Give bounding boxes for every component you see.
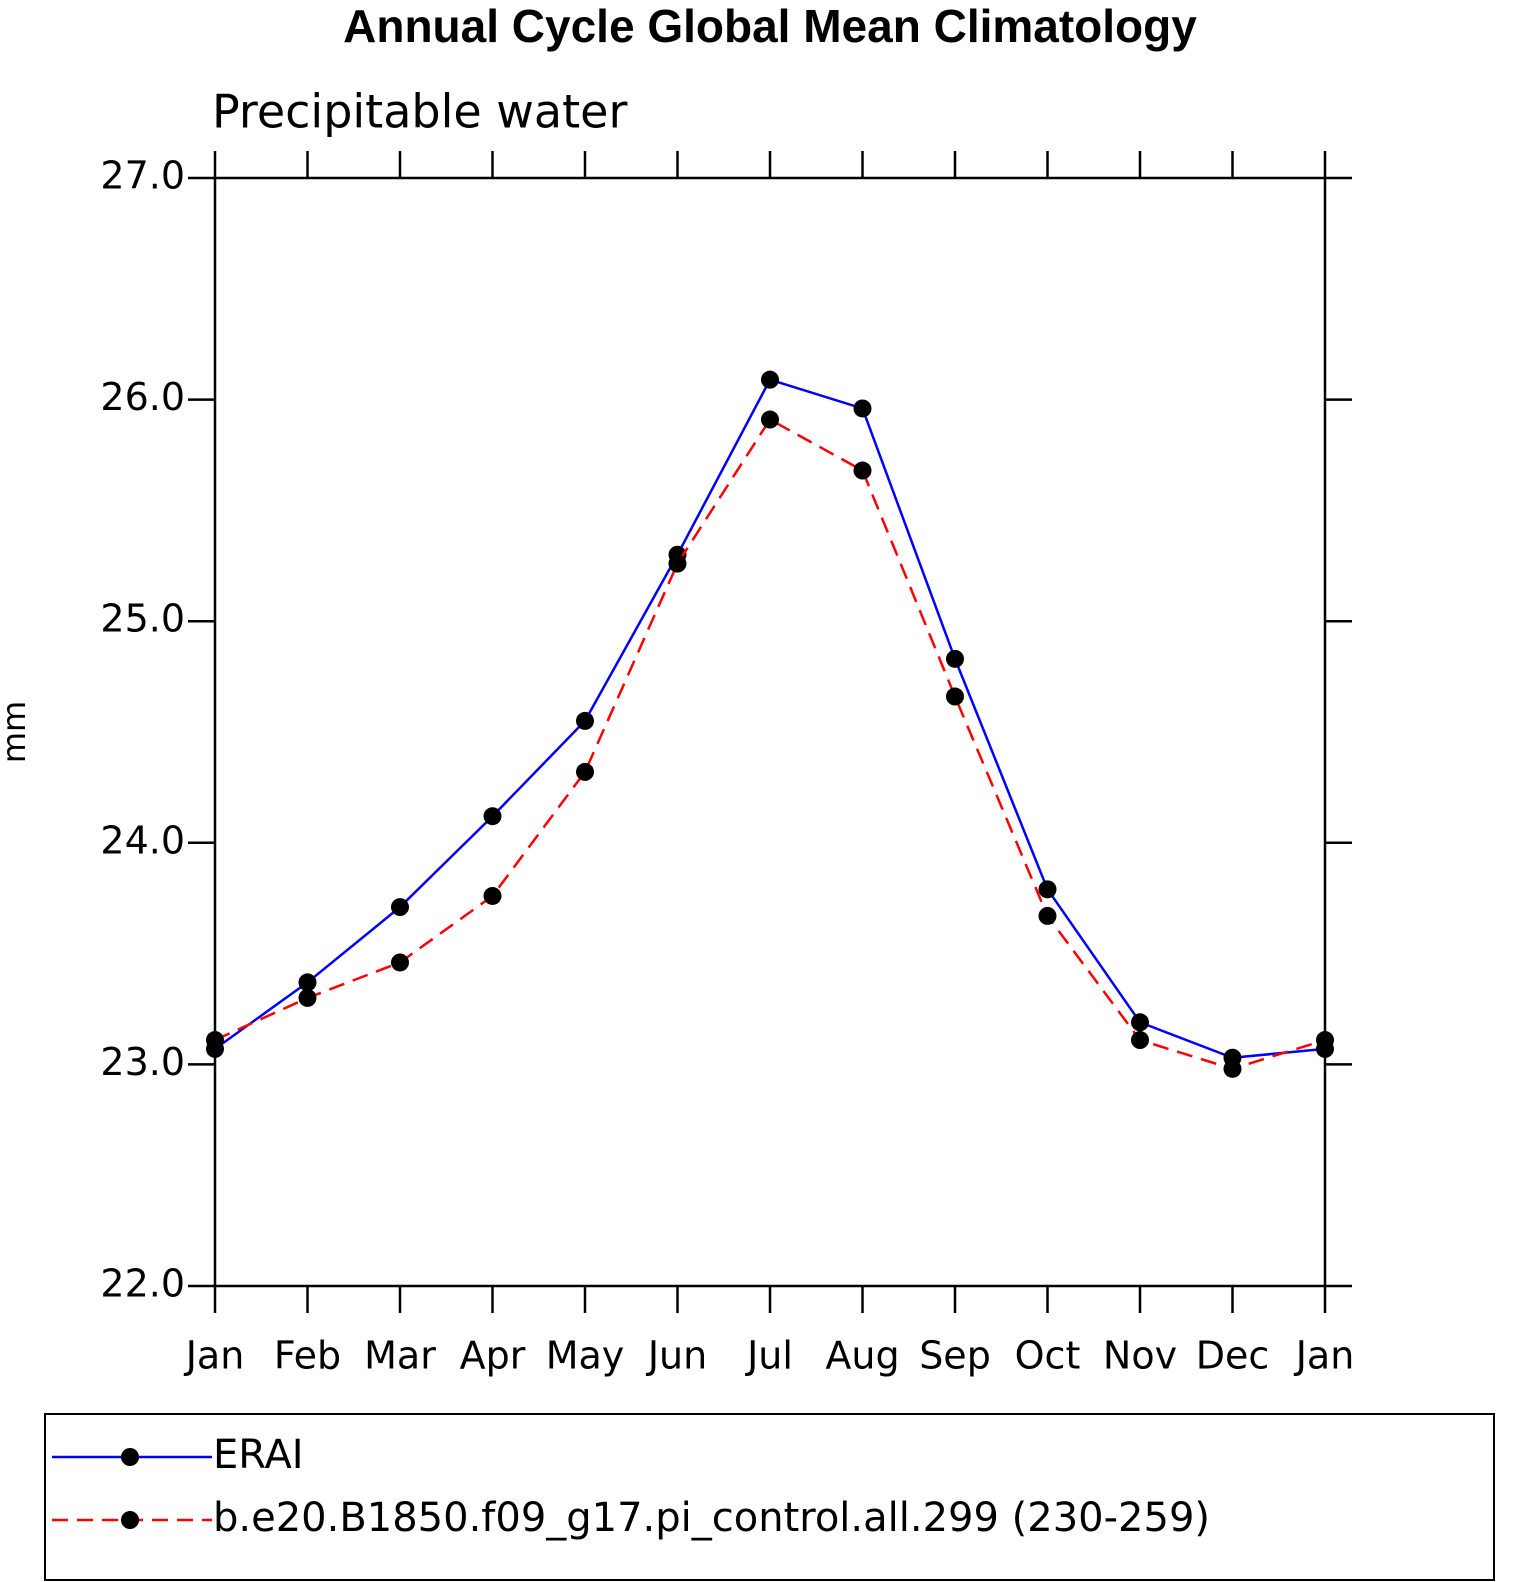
chart-title: Annual Cycle Global Mean Climatology — [343, 0, 1197, 52]
x-tick-label: Jan — [1294, 1334, 1355, 1378]
marker — [576, 762, 594, 781]
marker — [298, 988, 317, 1007]
plot-frame — [213, 176, 1327, 1288]
x-tick-label: Dec — [1196, 1334, 1270, 1378]
x-tick-label: May — [546, 1334, 625, 1378]
y-axis-label: mm — [0, 701, 33, 763]
x-tick-label: Oct — [1015, 1334, 1081, 1378]
x-tick-label: Aug — [825, 1334, 899, 1378]
x-tick-label: Sep — [919, 1334, 991, 1378]
y-tick-label: 24.0 — [100, 818, 185, 862]
y-tick-label: 25.0 — [100, 597, 185, 641]
marker — [761, 410, 779, 429]
marker — [946, 649, 964, 668]
x-tick-label: Nov — [1103, 1334, 1177, 1378]
legend-label: b.e20.B1850.f09_g17.pi_control.all.299 (… — [213, 1495, 1210, 1541]
marker — [1131, 1031, 1149, 1050]
legend-marker — [121, 1448, 139, 1466]
series-line — [214, 417, 1326, 1071]
marker — [1131, 1013, 1149, 1032]
marker — [853, 399, 872, 418]
legend-label: ERAI — [213, 1432, 304, 1478]
marker — [668, 554, 687, 573]
legend-box — [44, 1413, 1495, 1581]
marker — [761, 370, 779, 389]
marker — [1038, 880, 1057, 899]
y-tick-label: 23.0 — [100, 1040, 185, 1084]
marker — [298, 973, 317, 992]
marker — [1038, 906, 1057, 925]
marker — [1316, 1031, 1334, 1050]
marker — [483, 807, 502, 826]
x-tick-label: Jun — [646, 1334, 707, 1378]
y-tick-label: 26.0 — [100, 375, 185, 419]
marker — [576, 711, 594, 730]
marker — [946, 687, 964, 706]
legend-marker — [121, 1511, 139, 1529]
x-tick-label: Jan — [184, 1334, 245, 1378]
marker — [391, 898, 409, 917]
x-tick-label: Apr — [460, 1334, 526, 1378]
marker — [483, 886, 502, 905]
chart-subtitle: Precipitable water — [212, 85, 627, 139]
x-tick-label: Mar — [364, 1334, 436, 1378]
marker — [1223, 1059, 1242, 1078]
marker — [853, 461, 872, 480]
y-tick-label: 22.0 — [100, 1262, 185, 1306]
marker — [391, 953, 409, 972]
x-tick-label: Jul — [745, 1334, 793, 1378]
marker — [206, 1031, 224, 1050]
x-tick-label: Feb — [274, 1334, 341, 1378]
series-line — [214, 378, 1326, 1060]
y-tick-label: 27.0 — [100, 154, 185, 198]
